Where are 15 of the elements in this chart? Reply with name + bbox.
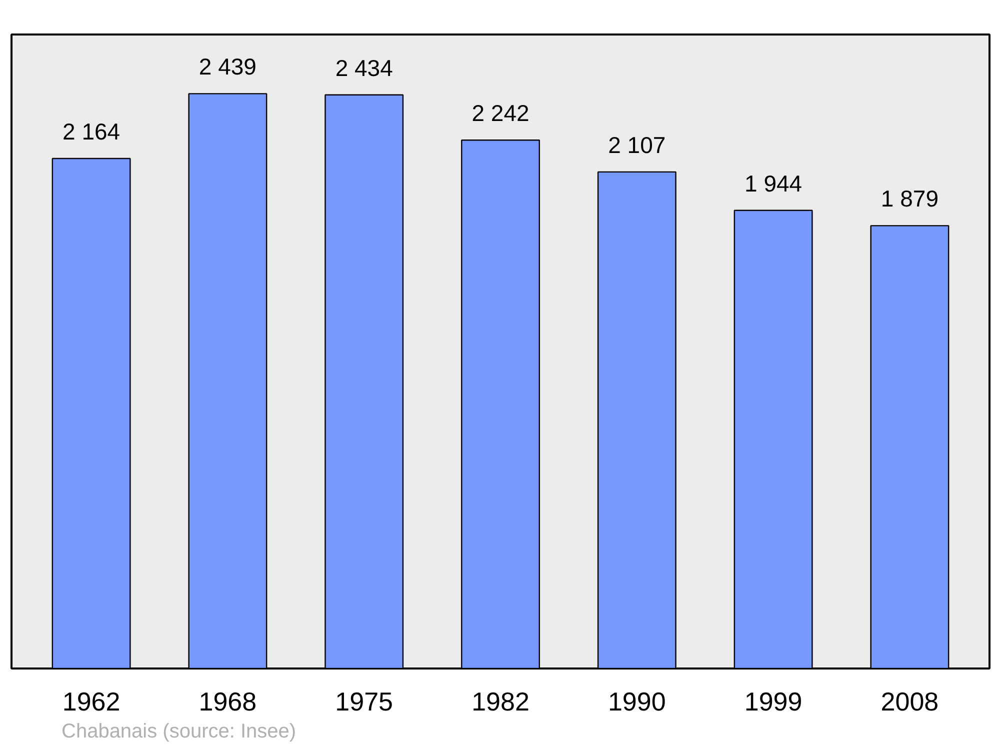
- x-tick-label: 1982: [472, 686, 530, 716]
- data-label: 1 879: [880, 186, 938, 212]
- data-label: 2 107: [608, 132, 666, 158]
- x-tick-label: 1968: [198, 686, 257, 716]
- data-label: 1 944: [744, 170, 802, 196]
- data-label: 2 164: [62, 118, 120, 145]
- x-tick-label: 1975: [335, 686, 394, 716]
- data-label: 2 439: [198, 54, 256, 80]
- x-tick-label: 1999: [744, 686, 802, 716]
- data-label: 2 242: [472, 100, 530, 126]
- x-tick-label: 2008: [880, 686, 939, 716]
- x-tick-label: 1990: [608, 686, 666, 716]
- text: Chabanais (source: Insee): [62, 720, 296, 742]
- data-label: 2 434: [335, 54, 394, 81]
- x-tick-label: 1962: [62, 686, 120, 716]
